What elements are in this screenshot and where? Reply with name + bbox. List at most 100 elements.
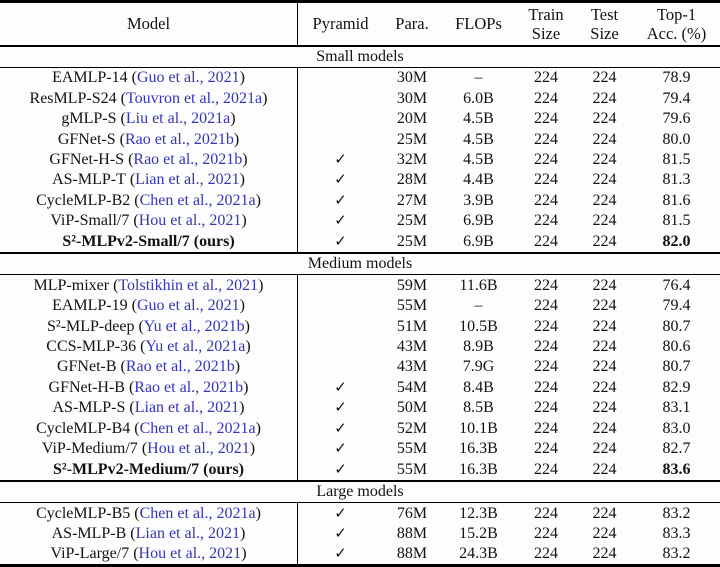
table-row: EAMLP-19 (Guo et al., 2021) 55M – 224 224 79.… (0, 295, 720, 317)
citation-paren-close: ) (242, 150, 248, 168)
train-size-cell: 224 (534, 297, 558, 315)
pyramid-checkmark-icon: ✓ (334, 151, 347, 168)
test-size-cell: 224 (592, 504, 617, 522)
train-size-cell: 224 (534, 440, 558, 458)
citation-paren-close: ) (255, 191, 261, 209)
model-name: EAMLP-19 (52, 297, 128, 315)
flops-cell: 4.5B (463, 110, 494, 128)
pyramid-checkmark-icon: ✓ (334, 461, 347, 478)
citation-paren-close: ) (239, 297, 245, 315)
pyramid-cell (298, 68, 383, 88)
citation-paren-open: ( (115, 130, 125, 148)
pyramid-cell (298, 129, 383, 149)
header-test-line1: Test (590, 5, 619, 24)
citation-link[interactable]: Yu et al., 2021b (143, 317, 245, 335)
citation-link[interactable]: Lian et al., 2021 (134, 399, 240, 417)
params-cell: 30M (396, 89, 428, 107)
model-cell: gMLP-S (Liu et al., 2021a) (0, 108, 298, 130)
params-cell: 20M (396, 110, 428, 128)
citation-paren-close: ) (240, 524, 246, 542)
model-cell: GFNet-S (Rao et al., 2021b) (0, 129, 298, 150)
model-name: MLP-mixer (33, 276, 110, 294)
citation-link[interactable]: Hou et al., 2021 (147, 440, 250, 458)
citation-link[interactable]: Chen et al., 2021a (139, 504, 256, 522)
citation-link[interactable]: Hou et al., 2021 (138, 212, 242, 230)
model-name: CycleMLP-B2 (36, 191, 131, 209)
citation-paren-close: ) (234, 358, 241, 376)
citation-paren-open: ( (130, 191, 140, 209)
citation-paren-open: ( (136, 337, 146, 355)
pyramid-checkmark-icon: ✓ (334, 213, 347, 230)
citation-link[interactable]: Yu et al., 2021a (145, 337, 246, 355)
table-header: Model Pyramid Para. FLOPs Train Size Tes… (0, 3, 720, 47)
test-size-cell: 224 (592, 276, 617, 294)
params-cell: 27M (396, 191, 428, 209)
table-row: S²-MLPv2-Medium/7 (ours) ✓ 55M 16.3B 224 224 8… (0, 459, 720, 480)
test-size-cell: 224 (592, 337, 617, 355)
citation-link[interactable]: Rao et al., 2021b (125, 358, 235, 376)
test-size-cell: 224 (592, 297, 617, 315)
top1-acc-cell: 80.7 (662, 317, 691, 335)
model-cell: CCS-MLP-36 (Yu et al., 2021a) (0, 336, 298, 358)
flops-cell: 12.3B (459, 504, 498, 522)
citation-paren-open: ( (116, 110, 126, 128)
table-row: ViP-Medium/7 (Hou et al., 2021) ✓ 55M 16.3B… (0, 438, 720, 460)
pyramid-checkmark-icon: ✓ (334, 525, 347, 542)
citation-link[interactable]: Guo et al., 2021 (136, 69, 240, 87)
citation-link[interactable]: Chen et al., 2021a (139, 419, 256, 437)
table-row: GFNet-S (Rao et al., 2021b) 25M 4.5B 224 224… (0, 129, 720, 150)
citation-paren-open: ( (126, 524, 136, 542)
model-name: ViP-Large/7 (50, 545, 130, 563)
citation-paren-close: ) (258, 276, 264, 294)
citation-link[interactable]: Rao et al., 2021b (134, 378, 244, 396)
model-name: ViP-Medium/7 (41, 440, 138, 458)
model-name: CycleMLP-B4 (36, 419, 131, 437)
test-size-cell: 224 (592, 440, 617, 458)
top1-acc-cell: 81.6 (662, 191, 691, 209)
params-cell: 55M (396, 440, 428, 458)
model-cell: ViP-Small/7 (Hou et al., 2021) (0, 211, 298, 232)
table-row: ViP-Large/7 (Hou et al., 2021) ✓ 88M 24.3B 2… (0, 544, 720, 564)
model-cell: ViP-Large/7 (Hou et al., 2021) (0, 544, 298, 564)
top1-acc-cell: 81.5 (662, 150, 691, 168)
flops-cell: 16.3B (459, 460, 498, 478)
citation-paren-open: ( (134, 317, 144, 335)
citation-link[interactable]: Liu et al., 2021a (125, 110, 231, 128)
header-flops: FLOPs (455, 14, 502, 33)
test-size-cell: 224 (592, 378, 617, 396)
pyramid-cell (298, 109, 383, 129)
top1-acc-cell: 82.7 (662, 440, 691, 458)
citation-link[interactable]: Chen et al., 2021a (139, 191, 256, 209)
train-size-cell: 224 (534, 212, 558, 230)
citation-link[interactable]: Tolstikhin et al., 2021 (118, 276, 259, 294)
train-size-cell: 224 (534, 545, 558, 563)
params-cell: 51M (396, 317, 428, 335)
pyramid-cell (298, 275, 383, 295)
model-cell: EAMLP-19 (Guo et al., 2021) (0, 295, 298, 317)
params-cell: 59M (396, 276, 428, 294)
citation-paren-open: ( (137, 440, 148, 458)
citation-link[interactable]: Rao et al., 2021b (124, 130, 234, 148)
header-para: Para. (395, 14, 429, 33)
model-name: GFNet-S (57, 130, 116, 148)
citation-link[interactable]: Guo et al., 2021 (136, 297, 240, 315)
model-name: S²-MLPv2-Medium/7 (ours) (53, 460, 244, 478)
citation-paren-close: ) (245, 337, 251, 355)
test-size-cell: 224 (592, 358, 617, 376)
model-name: AS-MLP-B (51, 524, 127, 542)
header-model: Model (0, 3, 298, 45)
pyramid-cell (298, 88, 383, 108)
header-test-line2: Size (590, 24, 619, 43)
citation-link[interactable]: Lian et al., 2021 (135, 524, 241, 542)
citation-link[interactable]: Rao et al., 2021b (133, 150, 243, 168)
citation-link[interactable]: Touvron et al., 2021a (125, 89, 263, 107)
train-size-cell: 224 (534, 337, 558, 355)
flops-cell: 10.5B (459, 317, 498, 335)
citation-link[interactable]: Hou et al., 2021 (138, 545, 242, 563)
pyramid-cell (298, 316, 383, 336)
table-row: EAMLP-14 (Guo et al., 2021) 30M – 224 224 78.… (0, 68, 720, 89)
flops-cell: 15.2B (459, 524, 498, 542)
citation-paren-open: ( (124, 378, 135, 396)
model-cell: CycleMLP-B4 (Chen et al., 2021a) (0, 418, 298, 439)
citation-link[interactable]: Lian et al., 2021 (135, 171, 240, 189)
